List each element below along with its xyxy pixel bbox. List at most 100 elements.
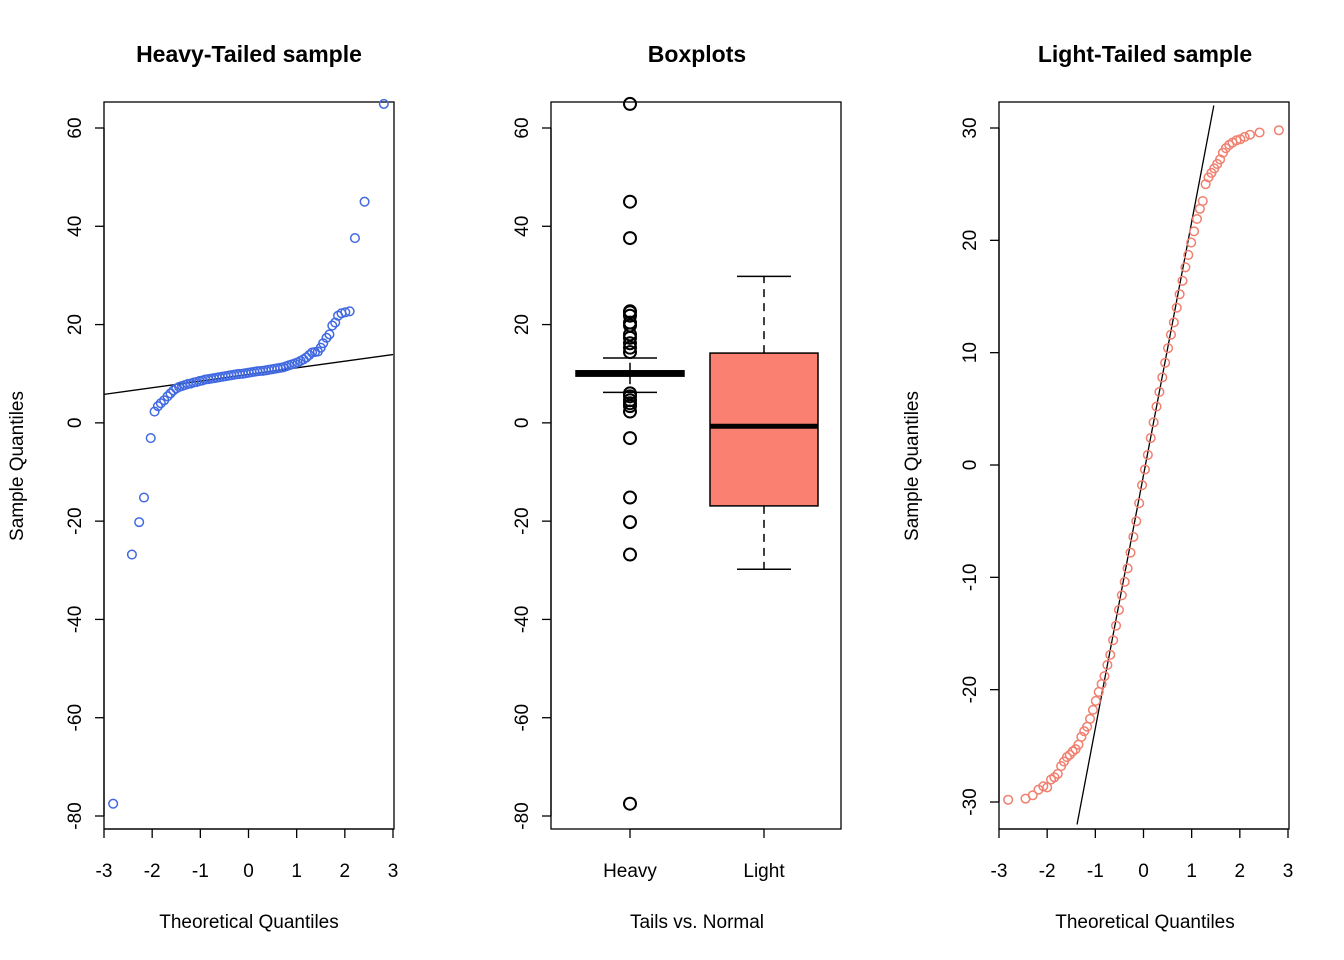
data-point: [1189, 226, 1200, 237]
data-point: [340, 307, 351, 318]
data-point: [1105, 649, 1116, 660]
y-tick-label: -10: [960, 564, 981, 591]
data-point: [1076, 731, 1087, 742]
data-point: [1139, 464, 1150, 475]
data-point: [1108, 635, 1119, 646]
y-tick-label: -40: [65, 606, 86, 633]
reference-line: [103, 353, 394, 395]
data-point: [126, 549, 137, 560]
box-light: [709, 275, 819, 571]
data-point: [1125, 547, 1136, 558]
y-tick-label: 20: [65, 314, 86, 335]
outlier-point: [623, 389, 637, 404]
data-point: [1191, 213, 1203, 225]
data-point: [1160, 357, 1171, 368]
data-point: [359, 196, 370, 207]
data-points: [1003, 125, 1284, 805]
data-point: [1003, 794, 1014, 805]
data-point: [145, 433, 156, 444]
x-tick-label: -3: [991, 861, 1008, 882]
y-axis: -30 -20 -10 0 10 20 30: [960, 117, 1000, 816]
data-point: [108, 798, 119, 809]
x-tick-label: 0: [1138, 861, 1149, 882]
data-point: [138, 492, 150, 503]
x-tick-label: -2: [144, 861, 161, 882]
y-tick-label: -80: [512, 802, 533, 829]
data-point: [1239, 131, 1250, 143]
data-point: [349, 233, 360, 244]
outlier-point: [623, 96, 637, 111]
box-body: [709, 352, 819, 507]
data-point: [1134, 498, 1145, 509]
data-point: [1122, 563, 1133, 574]
outlier-point: [623, 231, 637, 246]
chart-title: Boxplots: [648, 41, 746, 67]
x-tick-label: 1: [1186, 861, 1197, 882]
box-heavy: [575, 96, 685, 811]
data-point: [1174, 289, 1185, 300]
data-point: [1110, 620, 1122, 631]
data-point: [378, 98, 389, 109]
data-point: [1145, 432, 1156, 444]
data-point: [1142, 449, 1153, 460]
y-tick-label: -30: [960, 788, 981, 815]
data-point: [1061, 752, 1072, 763]
data-point: [1273, 125, 1284, 136]
y-tick-label: -20: [65, 507, 86, 534]
y-tick-label: -20: [512, 507, 533, 534]
chart-title: Heavy-Tailed sample: [136, 41, 362, 67]
y-tick-label: 10: [960, 342, 981, 363]
y-tick-label: -80: [65, 802, 86, 829]
x-tick-label: -1: [1087, 861, 1104, 882]
outlier-point: [623, 336, 637, 351]
data-point: [1168, 317, 1179, 328]
data-point: [304, 349, 315, 361]
data-point: [1119, 576, 1130, 587]
data-point: [1027, 790, 1038, 801]
x-axis: -3 -2 -1 0 1 2 3: [96, 828, 399, 882]
outlier-point: [623, 515, 637, 530]
outlier-point: [623, 404, 637, 419]
x-axis-label: Theoretical Quantiles: [159, 912, 339, 933]
data-point: [1186, 237, 1197, 248]
boxplots-panel: Boxplots Heavy Light -80-60-40-200204060 …: [512, 41, 842, 933]
data-points: [108, 98, 389, 809]
x-tick-label: -2: [1039, 861, 1056, 882]
x-axis-label: Theoretical Quantiles: [1055, 912, 1235, 933]
x-tick-label: 1: [291, 861, 302, 882]
data-point: [152, 401, 163, 412]
data-point: [1067, 746, 1078, 757]
x-axis: Heavy Light: [603, 828, 785, 882]
heavy-tailed-qq-panel: Heavy-Tailed sample -3 -2 -1 0 1 2 3 -80 -60 -40…: [7, 41, 398, 933]
data-point: [1128, 531, 1139, 542]
x-tick-label: Light: [743, 861, 785, 882]
data-point: [1131, 516, 1142, 527]
y-tick-label: -60: [65, 704, 86, 731]
x-tick-label: 2: [1235, 861, 1246, 882]
data-point: [1154, 386, 1165, 398]
chart-title: Light-Tailed sample: [1038, 41, 1252, 67]
x-tick-label: -1: [192, 861, 209, 882]
outlier-point: [623, 796, 637, 811]
data-point: [1148, 417, 1159, 428]
outlier-point: [623, 194, 637, 209]
data-point: [155, 398, 166, 409]
y-axis: -80 -60 -40 -20 0 20 40 60: [512, 117, 552, 830]
light-tailed-qq-panel: Light-Tailed sample -3 -2 -1 0 1 2 3 -30-20-10…: [902, 41, 1293, 933]
y-tick-label: 40: [512, 216, 533, 237]
box-series: [575, 96, 819, 811]
data-point: [1064, 749, 1075, 760]
x-tick-label: 3: [388, 861, 399, 882]
data-point: [324, 329, 335, 340]
data-point: [1254, 127, 1265, 138]
outlier-point: [623, 547, 637, 562]
data-point: [327, 320, 338, 331]
data-point: [1099, 671, 1110, 682]
y-tick-label: 20: [960, 230, 981, 251]
data-point: [1049, 772, 1060, 783]
data-point: [1177, 275, 1188, 286]
data-point: [1137, 480, 1148, 491]
data-point: [1180, 262, 1191, 273]
data-point: [1042, 782, 1053, 793]
